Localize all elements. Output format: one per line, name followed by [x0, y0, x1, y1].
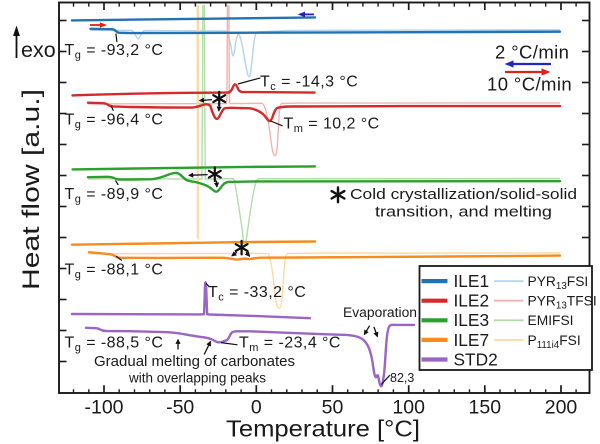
- svg-text:EMIFSI: EMIFSI: [528, 313, 574, 328]
- svg-text:Tg = -96,4 °C: Tg = -96,4 °C: [65, 112, 164, 132]
- svg-text:Evaporation: Evaporation: [343, 305, 417, 321]
- svg-text:150: 150: [469, 397, 502, 419]
- svg-text:exo: exo: [21, 38, 56, 62]
- svg-text:2 °C/min: 2 °C/min: [495, 42, 569, 63]
- svg-text:50: 50: [322, 397, 344, 419]
- svg-text:STD2: STD2: [454, 349, 498, 369]
- svg-text:200: 200: [545, 397, 578, 419]
- svg-text:Tc = -14,3 °C: Tc = -14,3 °C: [260, 74, 358, 94]
- svg-text:Temperature [°C]: Temperature [°C]: [226, 416, 420, 442]
- svg-text:82,3: 82,3: [390, 371, 414, 385]
- svg-text:ILE1: ILE1: [454, 271, 490, 291]
- svg-text:ILE3: ILE3: [454, 310, 490, 330]
- svg-text:Tc = -33,2 °C: Tc = -33,2 °C: [208, 284, 306, 304]
- svg-text:ILE7: ILE7: [454, 330, 490, 350]
- svg-text:Tg = -88,5 °C: Tg = -88,5 °C: [65, 335, 164, 355]
- svg-text:Tm = 10,2 °C: Tm = 10,2 °C: [284, 116, 380, 136]
- svg-text:-100: -100: [84, 397, 123, 419]
- svg-text:PYR13FSI: PYR13FSI: [528, 274, 589, 292]
- svg-text:Gradual melting of carbonates: Gradual melting of carbonates: [94, 354, 295, 370]
- svg-text:-50: -50: [166, 397, 194, 419]
- svg-text:10 °C/min: 10 °C/min: [487, 74, 572, 95]
- svg-text:100: 100: [392, 397, 425, 419]
- svg-text:Tm = -23,4 °C: Tm = -23,4 °C: [239, 335, 341, 355]
- svg-text:transition, and melting: transition, and melting: [375, 205, 552, 221]
- svg-text:0: 0: [251, 397, 262, 419]
- svg-text:Heat flow [a.u.]: Heat flow [a.u.]: [18, 89, 45, 290]
- svg-text:PYR13TFSI: PYR13TFSI: [528, 294, 597, 312]
- svg-text:Tg = -88,1 °C: Tg = -88,1 °C: [65, 262, 164, 282]
- svg-text:Cold crystallization/solid-sol: Cold crystallization/solid-solid: [350, 187, 577, 203]
- svg-text:Tg = -89,9 °C: Tg = -89,9 °C: [65, 186, 164, 206]
- svg-text:ILE2: ILE2: [454, 291, 490, 311]
- svg-text:Tg = -93,2 °C: Tg = -93,2 °C: [65, 42, 164, 62]
- svg-text:with overlapping peaks: with overlapping peaks: [128, 371, 266, 387]
